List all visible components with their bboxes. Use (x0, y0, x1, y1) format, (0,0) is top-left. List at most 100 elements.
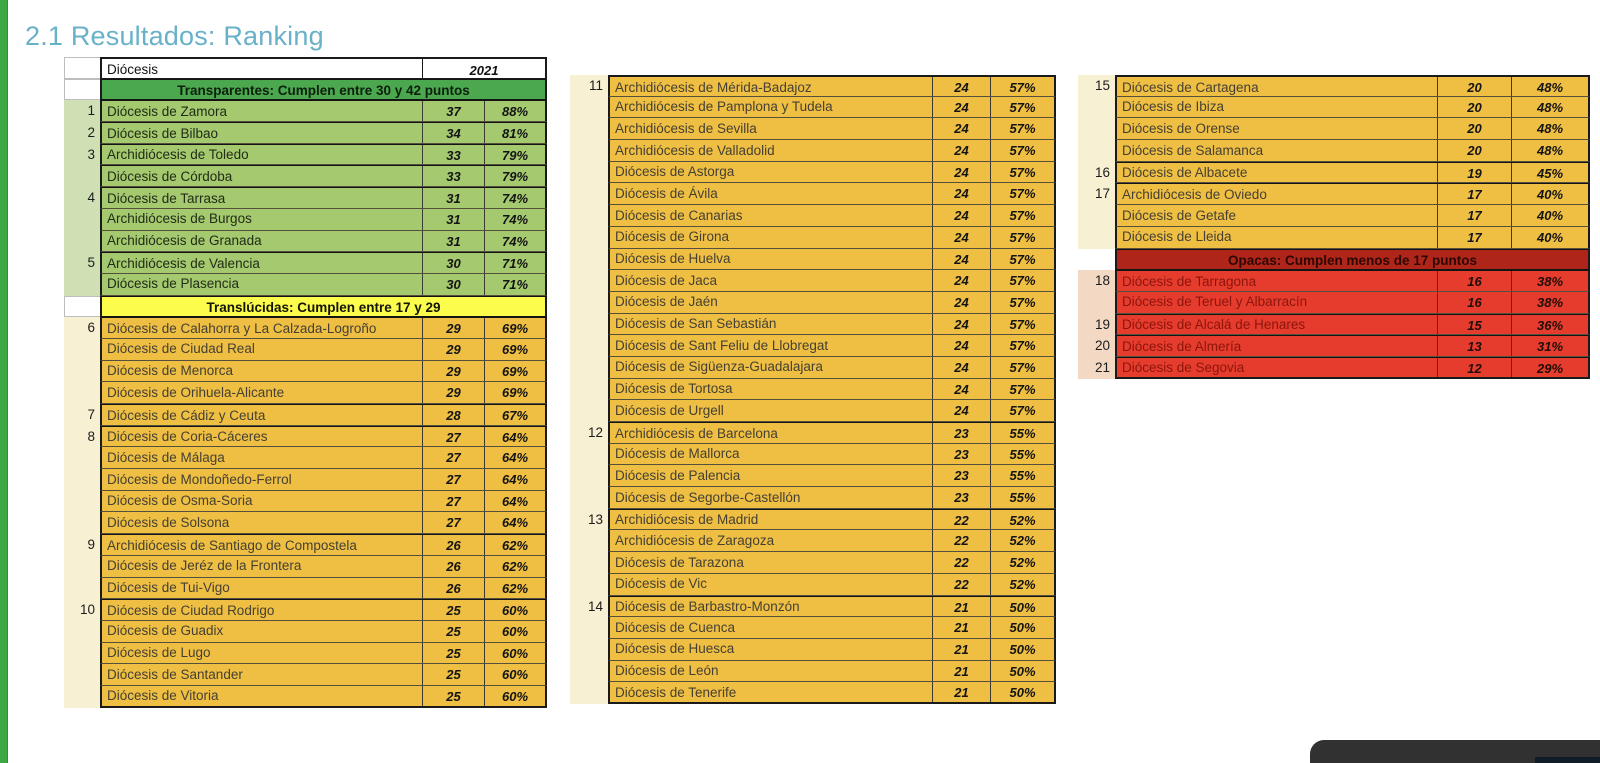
rank-cell (64, 208, 100, 231)
row-cells: Archidiócesis de Sevilla 24 57% (608, 118, 1056, 141)
diocese-name-cell: Diócesis de Barbastro-Monzón (615, 599, 800, 614)
table-row: 10 Diócesis de Ciudad Rodrigo 25 60% (64, 599, 547, 621)
points-cell: 24 (932, 118, 990, 140)
table-row: Diócesis de Lleida 17 40% (1078, 226, 1590, 249)
percent-cell: 48% (1511, 140, 1588, 161)
points-cell: 24 (932, 335, 990, 356)
section-banner-row: Translúcidas: Cumplen entre 17 y 29 (64, 295, 547, 318)
overlay-toolbar[interactable] (1310, 740, 1600, 763)
table-row: 18 Diócesis de Tarragona 16 38% (1078, 270, 1590, 292)
row-cells: Archidiócesis de Barcelona 23 55% (608, 422, 1056, 444)
rank-cell (64, 295, 100, 318)
diocese-name-cell: Diócesis de Segorbe-Castellón (615, 489, 801, 505)
points-cell: 16 (1437, 291, 1511, 313)
row-cells: Archidiócesis de Madrid 22 52% (608, 508, 1056, 531)
points-cell: 31 (422, 208, 484, 230)
table-row: Diócesis de Ávila 24 57% (570, 183, 1056, 206)
diocese-name-cell: Archidiócesis de Zaragoza (615, 532, 775, 548)
diocese-name-cell: Diócesis de Cádiz y Ceuta (107, 407, 266, 423)
points-cell: 20 (1437, 77, 1511, 96)
rank-cell (1078, 205, 1115, 227)
diocese-name-cell: Diócesis de Cuenca (615, 619, 736, 635)
points-cell: 21 (932, 617, 990, 638)
percent-cell: 29% (1511, 357, 1588, 377)
points-cell: 24 (932, 77, 990, 96)
table-row: Diócesis de Guadix 25 60% (64, 620, 547, 643)
diocese-name-cell: Diócesis de Tenerife (615, 684, 737, 700)
row-cells: Diócesis de Barbastro-Monzón 21 50% (608, 595, 1056, 618)
rank-cell (570, 487, 608, 509)
ranking-table-3: 15 Diócesis de Cartagena 20 48% Diócesis de … (1078, 75, 1590, 379)
rank-cell: 9 (64, 534, 100, 556)
row-cells: Diócesis de Córdoba 33 79% (100, 165, 547, 188)
row-cells: Diócesis de Sigüenza-Guadalajara 24 57% (608, 356, 1056, 379)
row-cells: Diócesis de Guadix 25 60% (100, 620, 547, 643)
points-cell: 22 (932, 509, 990, 530)
diocese-name-cell: Diócesis de Osma-Soria (107, 493, 253, 509)
table-row: Diócesis de Vic 22 52% (570, 573, 1056, 596)
row-cells: Diócesis de Cartagena 20 48% (1115, 75, 1590, 97)
diocese-name-cell: Diócesis de Plasencia (107, 276, 240, 292)
rank-cell (64, 555, 100, 578)
rank-cell (570, 682, 608, 704)
diocese-name-cell: Diócesis de Ávila (615, 185, 718, 201)
row-cells: Diócesis de Urgell 24 57% (608, 400, 1056, 422)
percent-cell: 74% (484, 188, 545, 208)
row-cells: Diócesis de Menorca 29 69% (100, 360, 547, 383)
points-cell: 21 (932, 682, 990, 702)
percent-cell: 57% (990, 140, 1054, 161)
rank-cell (570, 617, 608, 639)
percent-cell: 57% (990, 77, 1054, 96)
table-row: Diócesis de Málaga 27 64% (64, 447, 547, 470)
rank-cell (64, 577, 100, 600)
rank-cell (570, 660, 608, 683)
table-row: Archidiócesis de Valladolid 24 57% (570, 140, 1056, 162)
diocese-name-cell: Archidiócesis de Mérida-Badajoz (615, 79, 812, 95)
rank-cell (64, 382, 100, 404)
row-cells: Diócesis de Málaga 27 64% (100, 447, 547, 470)
table-row: Diócesis de Plasencia 30 71% (64, 273, 547, 296)
rank-cell: 1 (64, 100, 100, 123)
points-cell: 20 (1437, 118, 1511, 140)
diocese-name-cell: Archidiócesis de Sevilla (615, 120, 757, 136)
table-row: 2 Diócesis de Bilbao 34 81% (64, 122, 547, 144)
points-cell: 27 (422, 469, 484, 490)
diocese-name-cell: Diócesis de Palencia (615, 467, 741, 483)
row-cells: Diócesis de Segovia 12 29% (1115, 356, 1590, 379)
points-cell: 33 (422, 166, 484, 187)
percent-cell: 88% (484, 101, 545, 122)
rank-cell (570, 313, 608, 336)
rank-cell: 8 (64, 425, 100, 448)
ranking-table-1: Diócesis 2021 Transparentes: Cumplen entre… (64, 57, 547, 708)
percent-cell: 57% (990, 205, 1054, 226)
points-cell: 24 (932, 205, 990, 226)
diocese-name-cell: Diócesis de Calahorra y La Calzada-Logro… (107, 320, 377, 336)
diocese-name-cell: Diócesis de Cartagena (1122, 79, 1259, 95)
diocese-name-cell: Diócesis de Orihuela-Alicante (107, 384, 285, 400)
rank-cell (570, 356, 608, 379)
percent-cell: 57% (990, 96, 1054, 118)
points-cell: 34 (422, 123, 484, 143)
table-row: Diócesis de Jaca 24 57% (570, 270, 1056, 292)
rank-cell (1078, 96, 1115, 119)
diocese-name-cell: Diócesis de Jaca (615, 272, 718, 288)
rank-cell (64, 57, 100, 79)
rank-cell: 17 (1078, 183, 1115, 206)
row-cells: Diócesis de Lugo 25 60% (100, 642, 547, 665)
percent-cell: 62% (484, 577, 545, 599)
diocese-name-cell: Diócesis de Córdoba (107, 168, 233, 184)
row-cells: Archidiócesis de Valladolid 24 57% (608, 140, 1056, 162)
table-row: Diócesis de Menorca 29 69% (64, 360, 547, 383)
row-cells: Diócesis de Mallorca 23 55% (608, 443, 1056, 466)
table-row: Diócesis de Huesca 21 50% (570, 638, 1056, 661)
percent-cell: 31% (1511, 336, 1588, 356)
row-cells: Diócesis de Jaén 24 57% (608, 291, 1056, 314)
percent-cell: 74% (484, 230, 545, 252)
table-row: 8 Diócesis de Coria-Cáceres 27 64% (64, 425, 547, 448)
row-cells: Archidiócesis de Toledo 33 79% (100, 143, 547, 166)
diocese-column-header: Diócesis (107, 62, 159, 77)
table-row: 19 Diócesis de Alcalá de Henares 15 36% (1078, 313, 1590, 336)
points-cell: 26 (422, 535, 484, 555)
points-cell: 26 (422, 555, 484, 577)
percent-cell: 45% (1511, 162, 1588, 183)
